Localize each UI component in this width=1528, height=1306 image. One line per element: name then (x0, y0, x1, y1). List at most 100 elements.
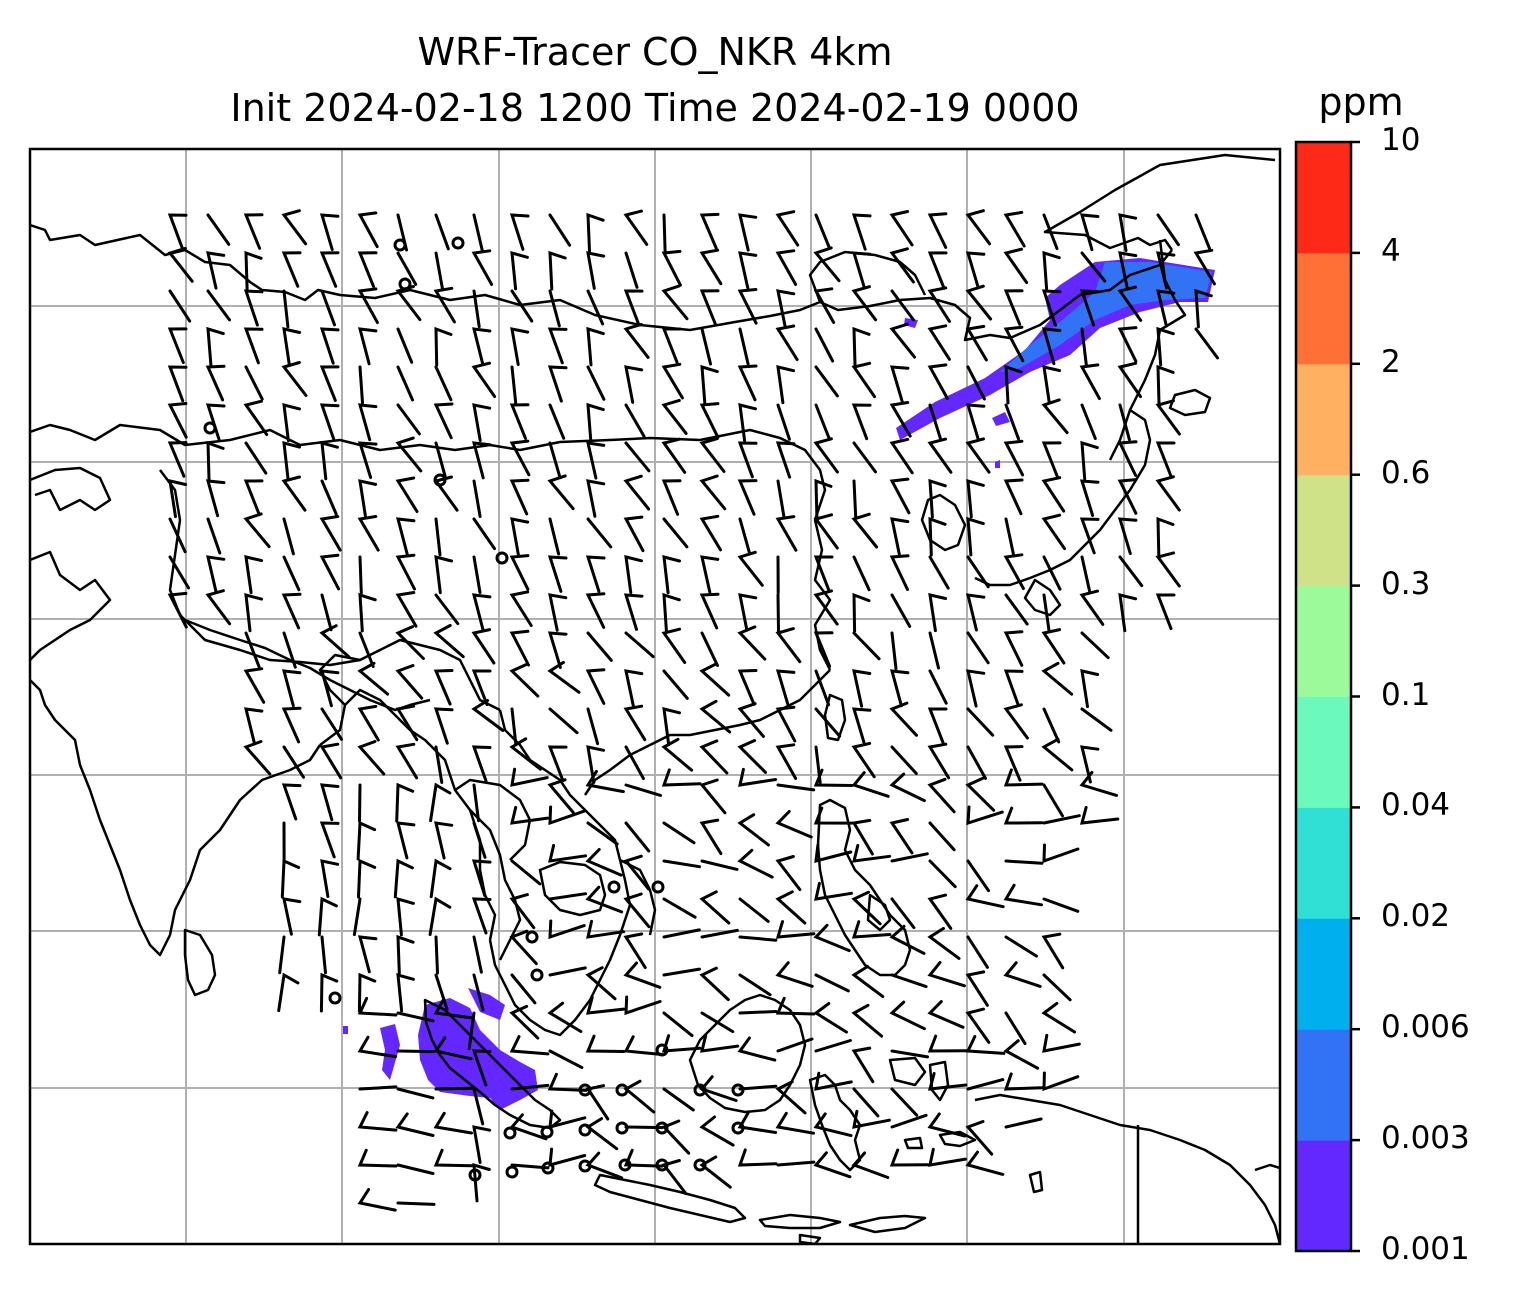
wind-barb (700, 859, 739, 871)
wind-barb (244, 592, 263, 633)
wind-barb (167, 591, 188, 629)
wind-barb (661, 249, 682, 287)
wind-barb (1118, 251, 1138, 290)
wind-barb (1194, 327, 1219, 360)
calm-wind-circle (607, 880, 621, 894)
wind-barb (1194, 213, 1211, 250)
calm-wind-circle (328, 991, 342, 1005)
wind-barb (243, 667, 266, 704)
wind-barb (662, 1011, 694, 1038)
wind-barb (395, 591, 418, 628)
wind-barb (851, 512, 879, 549)
wind-barb (699, 818, 723, 856)
wind-barb (1003, 961, 1042, 988)
wind-barb (889, 365, 910, 403)
colorbar-tick-label: 0.6 (1381, 454, 1431, 491)
wind-barb (1003, 478, 1024, 516)
wind-barb (623, 1035, 664, 1056)
wind-barb (357, 704, 380, 742)
wind-barb (358, 1085, 398, 1091)
colorbar-tick-label: 0.1 (1381, 676, 1431, 713)
wind-barb (890, 973, 928, 989)
wind-barb (966, 555, 990, 589)
wind-barb (396, 1201, 436, 1206)
wind-barb (548, 250, 567, 291)
colorbar-segment (1296, 918, 1351, 1030)
wind-barb (548, 892, 588, 901)
wind-barb (206, 289, 231, 322)
wind-barb (775, 627, 802, 664)
wind-barb (662, 821, 696, 845)
wind-barb (509, 554, 530, 591)
wind-barb (319, 669, 340, 708)
wind-barb (814, 973, 850, 993)
wind-barb (206, 213, 231, 246)
wind-barb (1041, 441, 1062, 478)
wind-barb (509, 893, 536, 930)
wind-barb (1080, 745, 1100, 784)
wind-barb (548, 843, 588, 863)
wind-barb (927, 437, 953, 474)
wind-barb (509, 439, 531, 477)
wind-barb (280, 858, 301, 899)
colorbar-tick-label: 0.02 (1381, 898, 1451, 935)
wind-barb (1156, 364, 1175, 405)
wind-barb (319, 972, 339, 1013)
wind-barb (1079, 517, 1100, 555)
wind-barb (548, 441, 562, 480)
wind-barb (434, 441, 447, 480)
wind-barb (814, 478, 833, 519)
wind-barb (358, 631, 375, 668)
wind-barb (623, 1148, 664, 1168)
wind-barb (429, 782, 452, 823)
calm-wind-circle (451, 236, 465, 250)
wind-barb (1003, 806, 1044, 825)
wind-barb (661, 437, 687, 474)
wind-barb (282, 897, 302, 936)
wind-barb (472, 289, 481, 329)
wind-barb (1041, 737, 1074, 772)
wind-barb (205, 479, 226, 518)
colorbar-tick-label: 0.006 (1381, 1009, 1470, 1046)
wind-barb (548, 517, 561, 556)
wind-barb (547, 327, 568, 365)
wind-barb (737, 625, 767, 661)
wind-barb (471, 249, 494, 286)
wind-barb (282, 403, 301, 443)
wind-barb (889, 554, 910, 591)
wind-barb (357, 1188, 397, 1212)
wind-barb (775, 961, 814, 988)
wind-barb (586, 821, 619, 846)
wind-barb (737, 550, 764, 587)
wind-barb (851, 771, 890, 798)
wind-barb (624, 995, 662, 1016)
wind-barb (547, 745, 568, 783)
wind-barb (1194, 288, 1213, 329)
calm-wind-circle (433, 473, 447, 487)
wind-barb (738, 251, 758, 290)
wind-barb (776, 1160, 816, 1167)
colorbar (1296, 142, 1351, 1252)
calm-wind-circle (525, 930, 539, 944)
wind-barb (965, 884, 1005, 909)
wind-barb (586, 212, 605, 253)
wind-barb (700, 928, 739, 939)
wind-barb (357, 1148, 398, 1168)
wind-barb (396, 972, 415, 1013)
wind-barb (737, 848, 774, 879)
wind-barb (358, 365, 364, 405)
wind-barb (623, 322, 650, 359)
wind-barb (585, 592, 606, 629)
wind-barb (737, 288, 758, 325)
colorbar-tick-label: 10 (1381, 122, 1421, 158)
wind-barb (585, 1117, 619, 1151)
wind-barb (889, 772, 926, 803)
wind-barb (814, 1039, 852, 1053)
wind-barb (548, 707, 579, 735)
wind-barb (1042, 973, 1072, 1002)
wind-barb (966, 859, 990, 893)
wind-barb (775, 920, 816, 939)
wind-barb (357, 740, 386, 776)
wind-barb (358, 592, 377, 633)
wind-barb (548, 805, 586, 826)
